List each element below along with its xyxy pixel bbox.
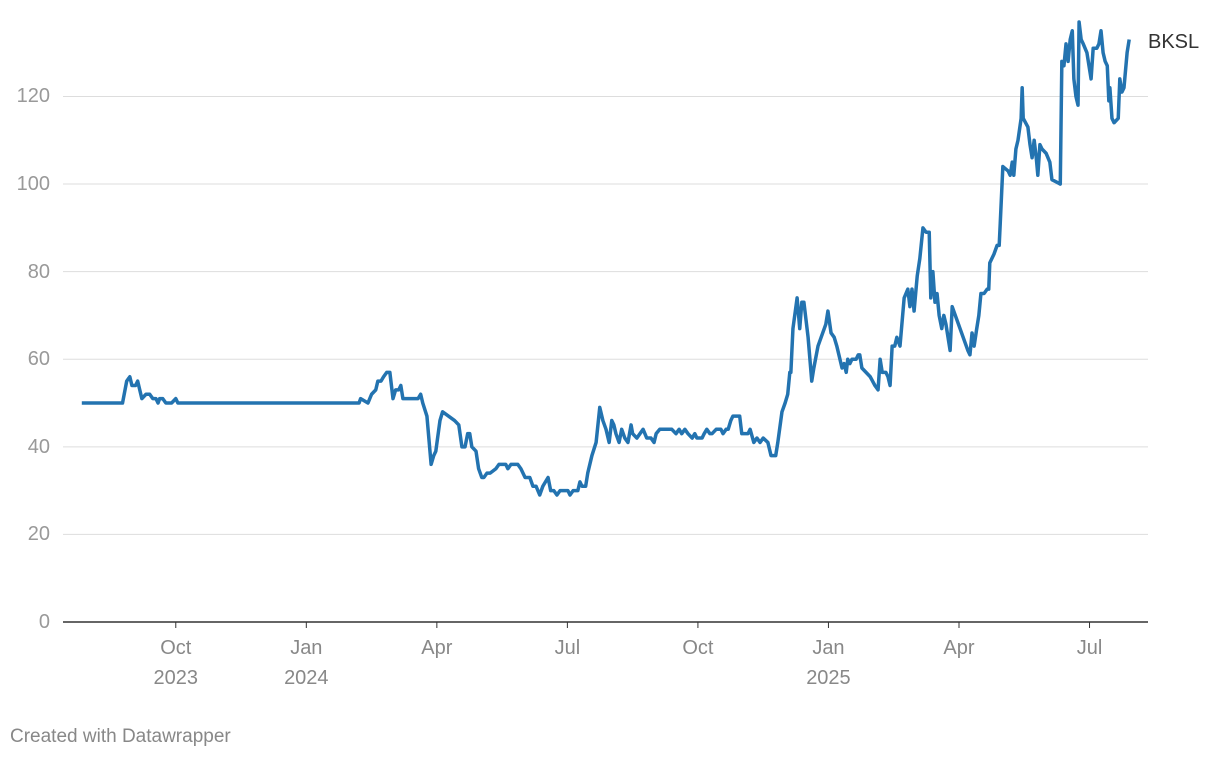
y-tick-label: 120 (16, 85, 50, 108)
x-tick-label: Jul (554, 637, 581, 659)
y-tick-label: 80 (27, 260, 50, 283)
x-tick-label: Oct (682, 637, 714, 659)
y-tick-label: 40 (27, 435, 50, 458)
series-label: BKSL (1148, 30, 1200, 53)
y-tick-label: 20 (27, 523, 50, 546)
credit: Created with Datawrapper (10, 726, 231, 747)
series-line (81, 20, 1131, 497)
x-tick-label: Oct 2023 (153, 637, 199, 689)
y-tick-label: 100 (16, 173, 50, 196)
y-tick-label: 0 (38, 611, 50, 633)
x-tick-label: Apr (421, 637, 453, 659)
y-tick-label: 60 (27, 348, 50, 371)
x-tick-label: Apr (943, 637, 975, 659)
x-tick-label: Jul (1076, 637, 1103, 659)
x-tick-label: Jan 2025 (806, 637, 851, 689)
x-tick-label: Jan 2024 (284, 637, 329, 689)
